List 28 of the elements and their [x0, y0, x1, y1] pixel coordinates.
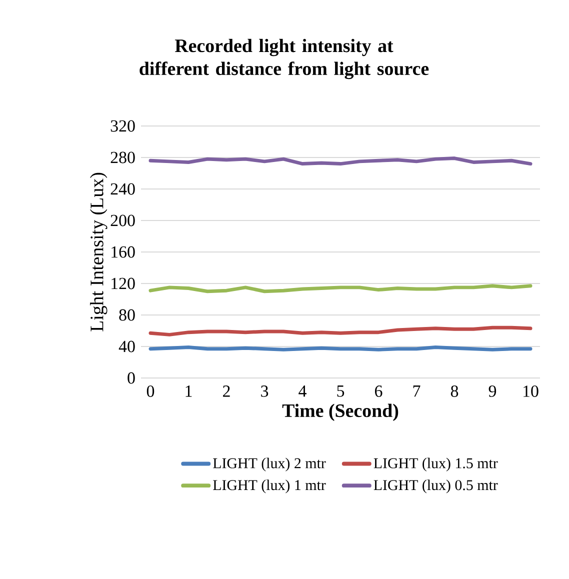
y-tick-label: 200: [110, 214, 135, 226]
x-axis-title: Time (Second): [282, 404, 398, 421]
y-tick-label: 0: [128, 372, 135, 384]
legend-label: LIGHT (lux) 0.5 mtr: [374, 480, 498, 494]
x-tick-label: 0: [146, 386, 154, 397]
y-tick-label: 40: [118, 340, 135, 352]
chart-title: Recorded light intensity at different distance from light source: [140, 38, 429, 80]
y-tick-label: 120: [112, 278, 135, 290]
y-tick-label: 160: [112, 246, 135, 258]
x-tick-label: 5: [337, 386, 344, 397]
y-tick-label: 80: [119, 309, 135, 321]
y-tick-label: 240: [110, 183, 135, 195]
y-tick-label: 320: [110, 120, 135, 132]
x-tick-label: 3: [261, 386, 268, 397]
x-tick-label: 9: [488, 386, 496, 397]
x-tick-label: 2: [223, 386, 230, 397]
x-tick-label: 7: [413, 386, 420, 397]
legend-label: LIGHT (lux) 1.5 mtr: [374, 458, 498, 472]
legend-label: LIGHT (lux) 2 mtr: [213, 458, 326, 472]
y-axis-title: Light Intensity (Lux): [90, 172, 108, 332]
x-tick-label: 6: [375, 386, 382, 397]
x-tick-label: 8: [450, 386, 458, 397]
x-tick-label: 4: [298, 386, 306, 397]
x-tick-label: 10: [524, 386, 538, 397]
y-tick-label: 280: [110, 152, 135, 164]
x-tick-label: 1: [186, 386, 192, 397]
line-series: [148, 326, 532, 336]
legend-label: LIGHT (lux) 1 mtr: [213, 480, 326, 494]
